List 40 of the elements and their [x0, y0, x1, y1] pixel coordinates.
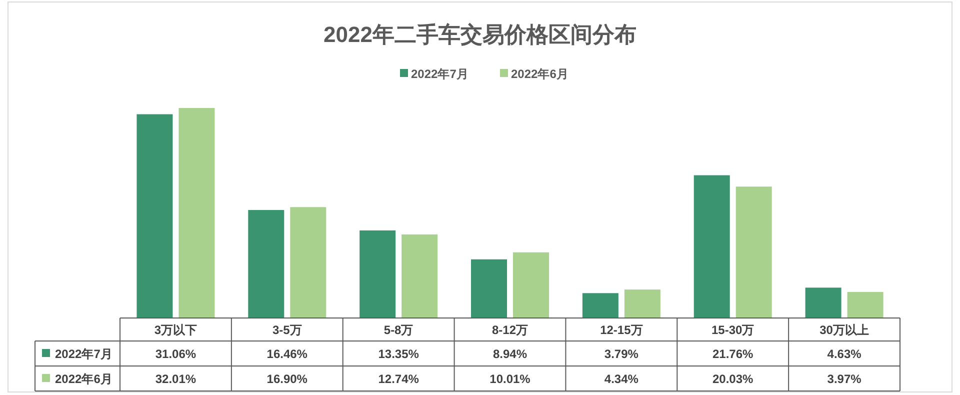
data-label: 3.79%: [604, 347, 639, 361]
data-label: 31.06%: [155, 347, 196, 361]
data-label: 13.35%: [378, 347, 420, 361]
bar: [248, 210, 284, 318]
bar: [360, 230, 396, 318]
x-tick-label: 12-15万: [600, 323, 643, 337]
bar: [471, 259, 507, 318]
legend-label: 2022年6月: [511, 67, 568, 81]
data-label: 32.01%: [155, 372, 196, 386]
bar: [805, 288, 842, 318]
data-label: 4.34%: [604, 372, 639, 386]
data-label: 16.46%: [266, 347, 308, 361]
x-tick-label: 3-5万: [272, 323, 302, 337]
bar: [847, 292, 884, 318]
bar: [624, 290, 660, 318]
bar: [513, 252, 549, 318]
data-label: 12.74%: [378, 372, 420, 386]
data-label: 21.76%: [712, 347, 754, 361]
data-label: 8.94%: [492, 347, 528, 361]
data-label: 20.03%: [712, 372, 754, 386]
bar: [582, 293, 618, 318]
data-label: 16.90%: [266, 372, 308, 386]
x-tick-label: 30万以上: [820, 323, 869, 337]
text: 2022年7月: [55, 347, 112, 361]
x-tick-label: 3万以下: [154, 323, 198, 337]
data-label: 3.97%: [827, 372, 862, 386]
bar: [736, 186, 772, 318]
bar: [402, 234, 438, 318]
x-tick-label: 8-12万: [492, 323, 528, 337]
data-label: 4.63%: [827, 347, 862, 361]
x-tick-label: 5-8万: [384, 323, 414, 337]
text: 2022年6月: [55, 372, 112, 386]
data-label: 10.01%: [490, 372, 531, 386]
bar: [290, 207, 326, 318]
legend-label: 2022年7月: [411, 67, 468, 81]
bar: [694, 175, 730, 318]
bar: [136, 114, 173, 318]
chart-title: 2022年二手车交易价格区间分布: [324, 22, 636, 47]
x-tick-label: 15-30万: [712, 323, 754, 337]
bar: [178, 108, 215, 318]
